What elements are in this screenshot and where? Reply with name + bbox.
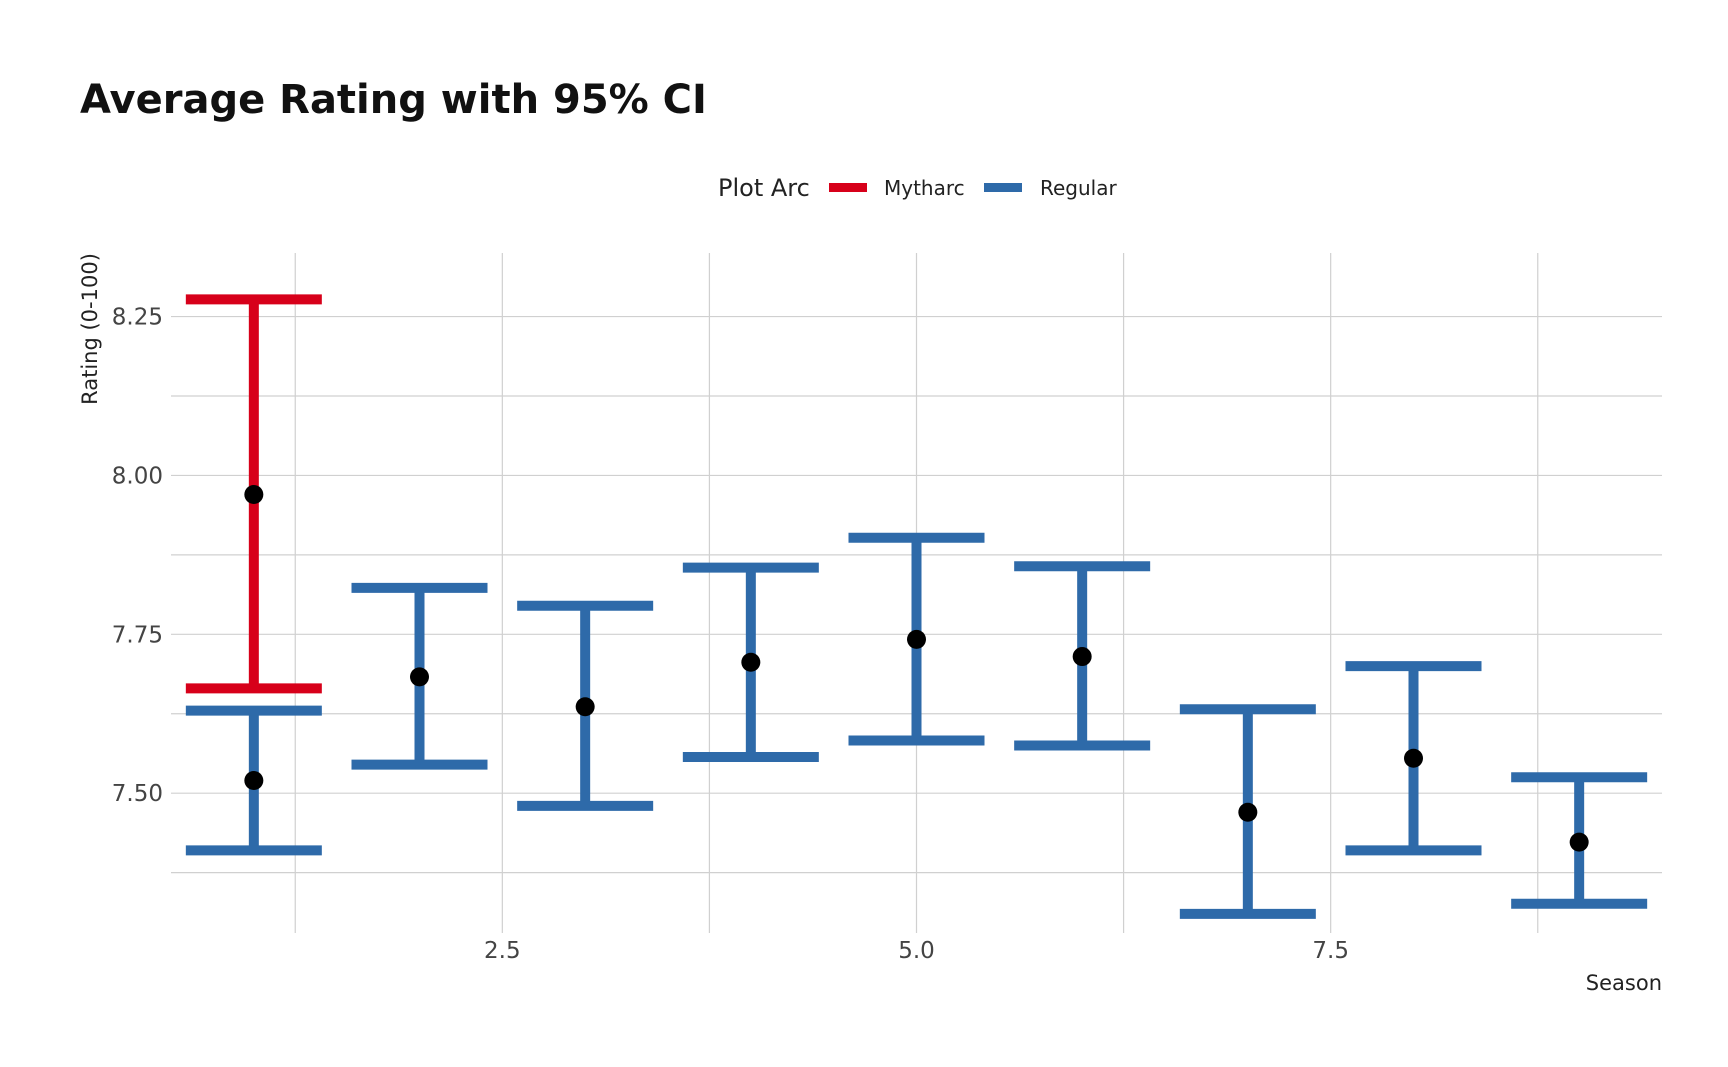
y-axis-label: Rating (0-100)	[78, 253, 102, 405]
mean-point-regular	[1072, 647, 1092, 667]
x-tick-label: 5.0	[898, 938, 935, 964]
legend-label-regular: Regular	[1040, 176, 1117, 200]
mean-point-mytharc	[244, 484, 264, 504]
mean-points	[244, 484, 1589, 852]
legend-title: Plot Arc	[718, 174, 810, 202]
chart-title: Average Rating with 95% CI	[80, 77, 707, 123]
y-tick-label: 8.25	[112, 305, 163, 331]
x-axis-label: Season	[1586, 971, 1662, 995]
legend-swatch-regular	[984, 183, 1022, 192]
legend: Plot Arc Mytharc Regular	[718, 174, 1117, 202]
mean-point-regular	[1404, 748, 1423, 768]
mean-point-regular	[410, 667, 429, 687]
mean-point-regular	[1238, 802, 1258, 822]
x-tick-label: 7.5	[1312, 938, 1349, 964]
y-tick-label: 7.75	[112, 622, 163, 648]
mean-point-regular	[741, 652, 761, 672]
mean-point-regular	[575, 697, 595, 717]
x-tick-label: 2.5	[484, 938, 521, 964]
y-tick-label: 7.50	[112, 781, 163, 807]
legend-label-mytharc: Mytharc	[884, 176, 965, 200]
x-axis-ticks: 2.5 5.0 7.5	[484, 938, 1349, 964]
mean-point-regular	[907, 629, 926, 649]
y-axis-ticks: 7.50 7.75 8.00 8.25	[112, 305, 163, 808]
mean-point-regular	[244, 770, 264, 790]
mean-point-regular	[1569, 832, 1589, 852]
legend-swatch-mytharc	[829, 183, 867, 192]
y-tick-label: 8.00	[112, 463, 163, 489]
